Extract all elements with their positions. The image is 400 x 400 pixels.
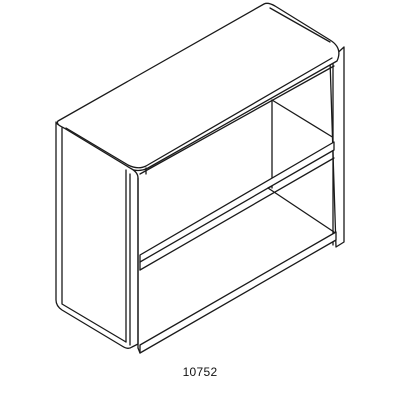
middle-shelf (139, 141, 335, 271)
top-panel (56, 2, 340, 172)
figure-caption: 10752 (182, 365, 218, 379)
top-inner-edge (139, 65, 335, 175)
front-frame (137, 177, 141, 354)
left-side-panel (55, 121, 139, 349)
bottom-shelf (139, 231, 337, 354)
back-panel (267, 99, 335, 233)
